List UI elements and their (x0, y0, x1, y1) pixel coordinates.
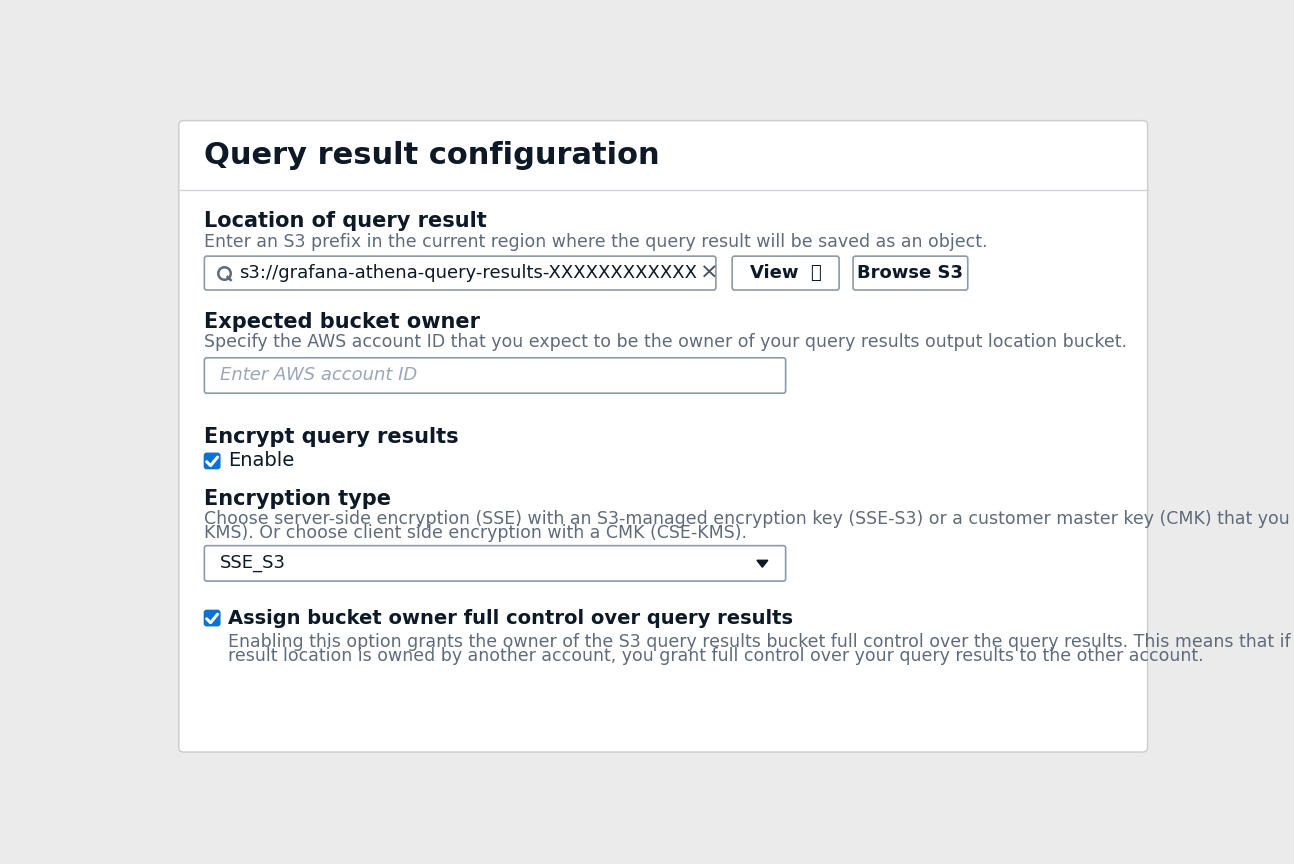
Polygon shape (757, 560, 767, 568)
Text: Expected bucket owner: Expected bucket owner (204, 312, 480, 332)
Text: s3://grafana-athena-query-results-XXXXXXXXXXXX: s3://grafana-athena-query-results-XXXXXX… (239, 264, 697, 282)
Text: KMS). Or choose client side encryption with a CMK (CSE-KMS).: KMS). Or choose client side encryption w… (204, 524, 748, 542)
FancyBboxPatch shape (204, 256, 716, 290)
FancyBboxPatch shape (204, 546, 785, 581)
Text: Encryption type: Encryption type (204, 489, 391, 509)
FancyBboxPatch shape (853, 256, 968, 290)
Text: ×: × (700, 263, 718, 283)
Text: result location is owned by another account, you grant full control over your qu: result location is owned by another acco… (228, 647, 1203, 665)
Text: Enter AWS account ID: Enter AWS account ID (220, 366, 417, 384)
FancyBboxPatch shape (204, 610, 220, 626)
FancyBboxPatch shape (204, 454, 220, 468)
Text: Encrypt query results: Encrypt query results (204, 427, 459, 447)
Text: Browse S3: Browse S3 (858, 264, 964, 282)
FancyBboxPatch shape (204, 358, 785, 393)
Text: Location of query result: Location of query result (204, 212, 487, 232)
Text: Specify the AWS account ID that you expect to be the owner of your query results: Specify the AWS account ID that you expe… (204, 334, 1127, 351)
Text: Enabling this option grants the owner of the S3 query results bucket full contro: Enabling this option grants the owner of… (228, 633, 1294, 651)
Text: Enter an S3 prefix in the current region where the query result will be saved as: Enter an S3 prefix in the current region… (204, 233, 987, 251)
Text: Assign bucket owner full control over query results: Assign bucket owner full control over qu… (228, 608, 793, 627)
Text: Enable: Enable (228, 452, 294, 471)
FancyBboxPatch shape (179, 121, 1148, 752)
Text: Choose server-side encryption (SSE) with an S3-managed encryption key (SSE-S3) o: Choose server-side encryption (SSE) with… (204, 511, 1294, 528)
FancyBboxPatch shape (732, 256, 839, 290)
Text: SSE_S3: SSE_S3 (220, 555, 286, 572)
Text: View  ⧉: View ⧉ (749, 264, 822, 282)
Text: Query result configuration: Query result configuration (204, 141, 660, 169)
